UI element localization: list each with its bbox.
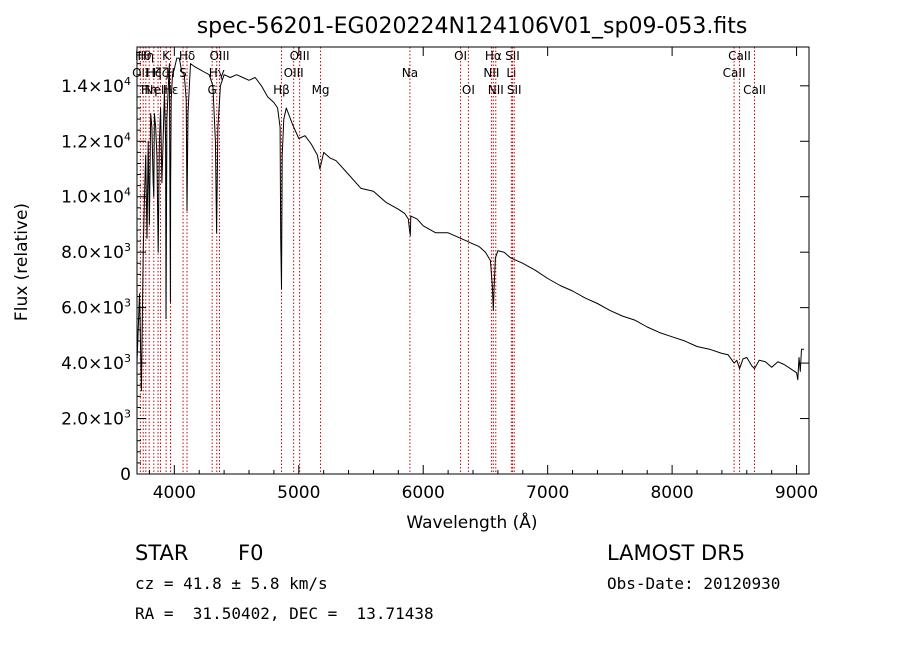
line-marker-label-19: Na	[402, 66, 418, 80]
line-marker-label-24: NII	[488, 83, 504, 97]
line-marker-label-14: OIII	[209, 49, 229, 63]
line-marker-label-28: CaII	[723, 66, 746, 80]
x-tick-label-0: 4000	[153, 483, 196, 503]
redshift-cz: cz = 41.8 ± 5.8 km/s	[135, 574, 328, 593]
x-axis: 4000 5000 6000 7000 8000 9000	[148, 47, 818, 503]
coordinates: RA = 31.50402, DEC = 13.71438	[135, 604, 434, 623]
y-tick-label-5: 1.0×104	[61, 186, 131, 208]
line-marker-label-6: Hζ	[153, 66, 169, 80]
y-tick-label-1: 2.0×103	[61, 408, 131, 430]
line-marker-label-23: Hα	[485, 49, 502, 63]
plot-frame	[136, 46, 810, 475]
line-marker-label-10: Hδ	[179, 49, 195, 63]
line-marker-label-20: OI	[454, 49, 467, 63]
line-markers: OIIHθHηHηHζNeIIIHζKHHεHδSGHγOIIIHβOIIIOI…	[132, 47, 766, 474]
y-axis-label: Flux (relative)	[12, 203, 32, 321]
chart-title: spec-56201-EG020224N124106V01_sp09-053.f…	[197, 14, 748, 39]
line-marker-label-18: Mg	[312, 83, 330, 97]
x-tick-label-2: 6000	[402, 483, 445, 503]
y-tick-label-3: 6.0×103	[61, 297, 131, 319]
y-tick-label-4: 8.0×103	[61, 241, 131, 263]
line-marker-label-21: OI	[462, 83, 475, 97]
x-tick-label-3: 7000	[526, 483, 569, 503]
x-tick-label-5: 9000	[775, 483, 818, 503]
line-marker-label-7: K	[162, 49, 171, 63]
survey-name: LAMOST DR5	[607, 541, 746, 565]
y-tick-label-7: 1.4×104	[61, 75, 131, 97]
line-marker-label-29: CaII	[728, 49, 751, 63]
line-marker-label-22: NII	[483, 66, 499, 80]
line-marker-label-27: SII	[507, 83, 522, 97]
y-axis: 0 2.0×103 4.0×103 6.0×103 8.0×103 1.0×104 1.2×…	[61, 52, 809, 485]
line-marker-label-0: OII	[132, 66, 149, 80]
line-marker-label-15: Hβ	[273, 83, 290, 97]
subclass: F0	[238, 541, 264, 565]
y-tick-label-0: 0	[120, 465, 131, 485]
line-marker-label-13: Hγ	[209, 66, 225, 80]
line-marker-label-25: Li	[506, 66, 516, 80]
object-type: STAR	[135, 541, 189, 565]
y-tick-label-6: 1.2×104	[61, 130, 131, 152]
line-marker-label-16: OIII	[284, 66, 304, 80]
line-marker-label-26: SII	[505, 49, 520, 63]
line-marker-label-2: Hη	[138, 49, 155, 63]
x-axis-label: Wavelength (Å)	[406, 511, 537, 533]
obs-date: Obs-Date: 20120930	[607, 574, 781, 593]
x-tick-label-4: 8000	[650, 483, 693, 503]
line-marker-label-9: Hε	[163, 83, 179, 97]
line-marker-label-12: G	[208, 83, 217, 97]
line-marker-label-30: CaII	[743, 83, 766, 97]
line-marker-label-17: OIII	[290, 49, 310, 63]
y-tick-label-2: 4.0×103	[61, 352, 131, 374]
spectrum-line	[136, 57, 804, 392]
x-tick-label-1: 5000	[277, 483, 320, 503]
